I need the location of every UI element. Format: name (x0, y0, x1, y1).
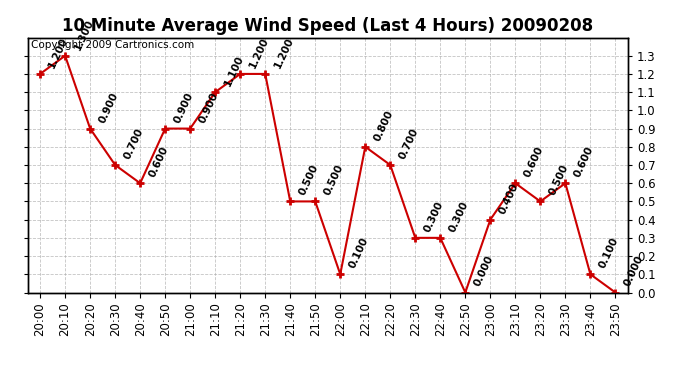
Text: 0.600: 0.600 (572, 145, 595, 179)
Text: 0.600: 0.600 (147, 145, 170, 179)
Text: 0.600: 0.600 (522, 145, 545, 179)
Text: 0.900: 0.900 (97, 90, 120, 124)
Text: 0.700: 0.700 (122, 127, 145, 161)
Text: 0.100: 0.100 (347, 236, 371, 270)
Text: 0.100: 0.100 (598, 236, 620, 270)
Text: 0.300: 0.300 (447, 200, 471, 234)
Text: 1.100: 1.100 (222, 54, 245, 88)
Text: 0.700: 0.700 (397, 127, 420, 161)
Text: 1.300: 1.300 (72, 17, 95, 51)
Text: 0.400: 0.400 (497, 181, 520, 216)
Text: 0.900: 0.900 (197, 90, 220, 124)
Text: 1.200: 1.200 (247, 36, 270, 70)
Text: 0.500: 0.500 (547, 163, 571, 197)
Text: 0.500: 0.500 (322, 163, 345, 197)
Text: 0.500: 0.500 (297, 163, 320, 197)
Text: 0.800: 0.800 (372, 108, 395, 142)
Text: 0.000: 0.000 (472, 254, 495, 288)
Text: 1.200: 1.200 (47, 36, 70, 70)
Text: 0.900: 0.900 (172, 90, 195, 124)
Title: 10 Minute Average Wind Speed (Last 4 Hours) 20090208: 10 Minute Average Wind Speed (Last 4 Hou… (62, 16, 593, 34)
Text: 0.300: 0.300 (422, 200, 445, 234)
Text: 1.200: 1.200 (272, 36, 295, 70)
Text: 0.000: 0.000 (622, 254, 645, 288)
Text: Copyright 2009 Cartronics.com: Copyright 2009 Cartronics.com (30, 40, 194, 50)
